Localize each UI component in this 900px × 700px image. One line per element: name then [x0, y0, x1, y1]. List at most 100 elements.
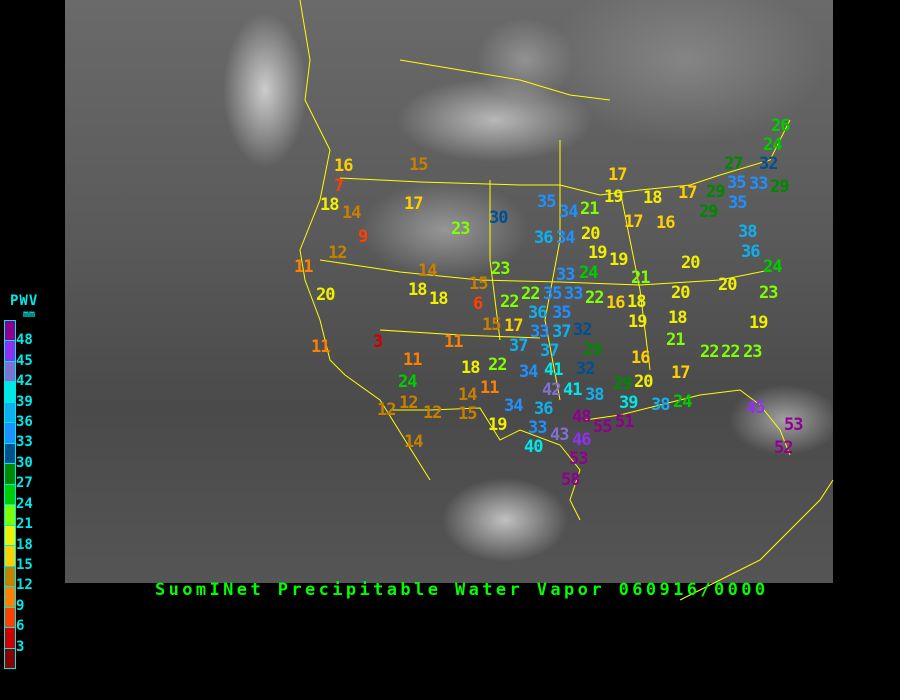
color-scale-bar — [4, 320, 16, 669]
station-pwv-value: 46 — [572, 430, 592, 450]
color-scale-segment — [5, 361, 15, 383]
station-pwv-value: 32 — [759, 154, 779, 174]
station-pwv-value: 35 — [552, 303, 572, 323]
station-pwv-value: 34 — [556, 228, 576, 248]
color-scale-segment — [5, 628, 15, 649]
legend-tick-label: 30 — [16, 455, 33, 471]
station-pwv-value: 17 — [678, 183, 698, 203]
station-pwv-value: 38 — [738, 222, 758, 242]
station-pwv-value: 17 — [504, 316, 524, 336]
station-pwv-value: 11 — [403, 350, 423, 370]
station-pwv-value: 11 — [480, 378, 500, 398]
station-pwv-value: 36 — [528, 303, 548, 323]
station-pwv-value: 23 — [451, 219, 471, 239]
station-pwv-value: 16 — [334, 156, 354, 176]
station-pwv-value: 22 — [585, 288, 605, 308]
station-pwv-value: 29 — [699, 202, 719, 222]
color-scale-segment — [5, 566, 15, 588]
station-pwv-value: 11 — [444, 332, 464, 352]
station-pwv-value: 9 — [358, 227, 368, 247]
station-pwv-value: 34 — [519, 362, 539, 382]
legend-tick-label: 12 — [16, 577, 33, 593]
station-pwv-value: 21 — [631, 268, 651, 288]
legend-tick-label: 27 — [16, 475, 33, 491]
legend-tick-label: 15 — [16, 557, 33, 573]
station-pwv-value: 12 — [328, 243, 348, 263]
station-pwv-value: 33 — [528, 418, 548, 438]
station-pwv-value: 20 — [681, 253, 701, 273]
color-scale-segment — [5, 546, 15, 567]
color-scale-segment — [5, 321, 15, 342]
station-pwv-value: 22 — [721, 342, 741, 362]
station-pwv-value: 43 — [550, 425, 570, 445]
station-pwv-value: 58 — [561, 470, 581, 490]
station-pwv-value: 16 — [606, 293, 626, 313]
station-pwv-value: 33 — [749, 174, 769, 194]
station-pwv-value: 30 — [489, 208, 509, 228]
station-pwv-value: 33 — [564, 284, 584, 304]
station-pwv-value: 33 — [530, 322, 550, 342]
station-pwv-value: 12 — [423, 403, 443, 423]
legend-tick-label: 36 — [16, 414, 33, 430]
station-pwv-value: 29 — [706, 182, 726, 202]
station-pwv-value: 27 — [724, 154, 744, 174]
station-pwv-value: 14 — [418, 261, 438, 281]
station-pwv-value: 6 — [473, 294, 483, 314]
station-pwv-value: 15 — [409, 155, 429, 175]
station-pwv-value: 20 — [581, 224, 601, 244]
station-pwv-value: 16 — [631, 348, 651, 368]
station-pwv-value: 11 — [311, 337, 331, 357]
station-pwv-value: 29 — [770, 177, 790, 197]
station-pwv-value: 17 — [404, 194, 424, 214]
legend-title: PWV — [10, 293, 39, 309]
station-pwv-value: 48 — [572, 407, 592, 427]
station-pwv-value: 32 — [573, 320, 593, 340]
color-scale-segment — [5, 648, 15, 668]
legend-tick-label: 48 — [16, 332, 33, 348]
color-scale-segment — [5, 423, 15, 444]
station-pwv-value: 20 — [718, 275, 738, 295]
station-pwv-value: 33 — [556, 265, 576, 285]
station-pwv-value: 35 — [537, 192, 557, 212]
station-pwv-value: 24 — [763, 135, 783, 155]
station-pwv-value: 18 — [320, 195, 340, 215]
map-title: SuomINet Precipitable Water Vapor 060916… — [155, 580, 769, 600]
station-pwv-value: 15 — [482, 315, 502, 335]
station-pwv-value: 3 — [373, 332, 383, 352]
station-pwv-value: 17 — [608, 165, 628, 185]
color-scale-segment — [5, 607, 15, 629]
station-pwv-value: 17 — [671, 363, 691, 383]
station-pwv-value: 18 — [643, 188, 663, 208]
station-pwv-value: 7 — [334, 176, 344, 196]
station-pwv-value: 19 — [628, 312, 648, 332]
legend-tick-label: 21 — [16, 516, 33, 532]
station-pwv-value: 32 — [576, 359, 596, 379]
color-scale-segment — [5, 382, 15, 403]
station-pwv-value: 22 — [500, 292, 520, 312]
station-pwv-value: 42 — [542, 380, 562, 400]
station-pwv-value: 35 — [727, 173, 747, 193]
station-pwv-value: 34 — [559, 202, 579, 222]
station-pwv-value: 26 — [771, 116, 791, 136]
station-pwv-value: 23 — [743, 342, 763, 362]
legend-tick-label: 24 — [16, 496, 33, 512]
station-pwv-value: 38 — [651, 395, 671, 415]
color-scale-segment — [5, 587, 15, 608]
station-pwv-value: 40 — [524, 437, 544, 457]
color-scale-segment — [5, 341, 15, 362]
station-pwv-value: 35 — [728, 193, 748, 213]
station-pwv-value: 19 — [604, 187, 624, 207]
station-pwv-value: 12 — [399, 393, 419, 413]
station-pwv-value: 38 — [585, 385, 605, 405]
color-scale-segment — [5, 484, 15, 506]
station-pwv-value: 22 — [700, 342, 720, 362]
station-pwv-value: 15 — [458, 404, 478, 424]
station-pwv-value: 23 — [759, 283, 779, 303]
station-pwv-value: 19 — [609, 250, 629, 270]
station-pwv-value: 22 — [521, 284, 541, 304]
station-pwv-value: 45 — [746, 398, 766, 418]
station-pwv-value: 36 — [534, 228, 554, 248]
station-pwv-value: 35 — [543, 284, 563, 304]
station-pwv-value: 34 — [504, 396, 524, 416]
